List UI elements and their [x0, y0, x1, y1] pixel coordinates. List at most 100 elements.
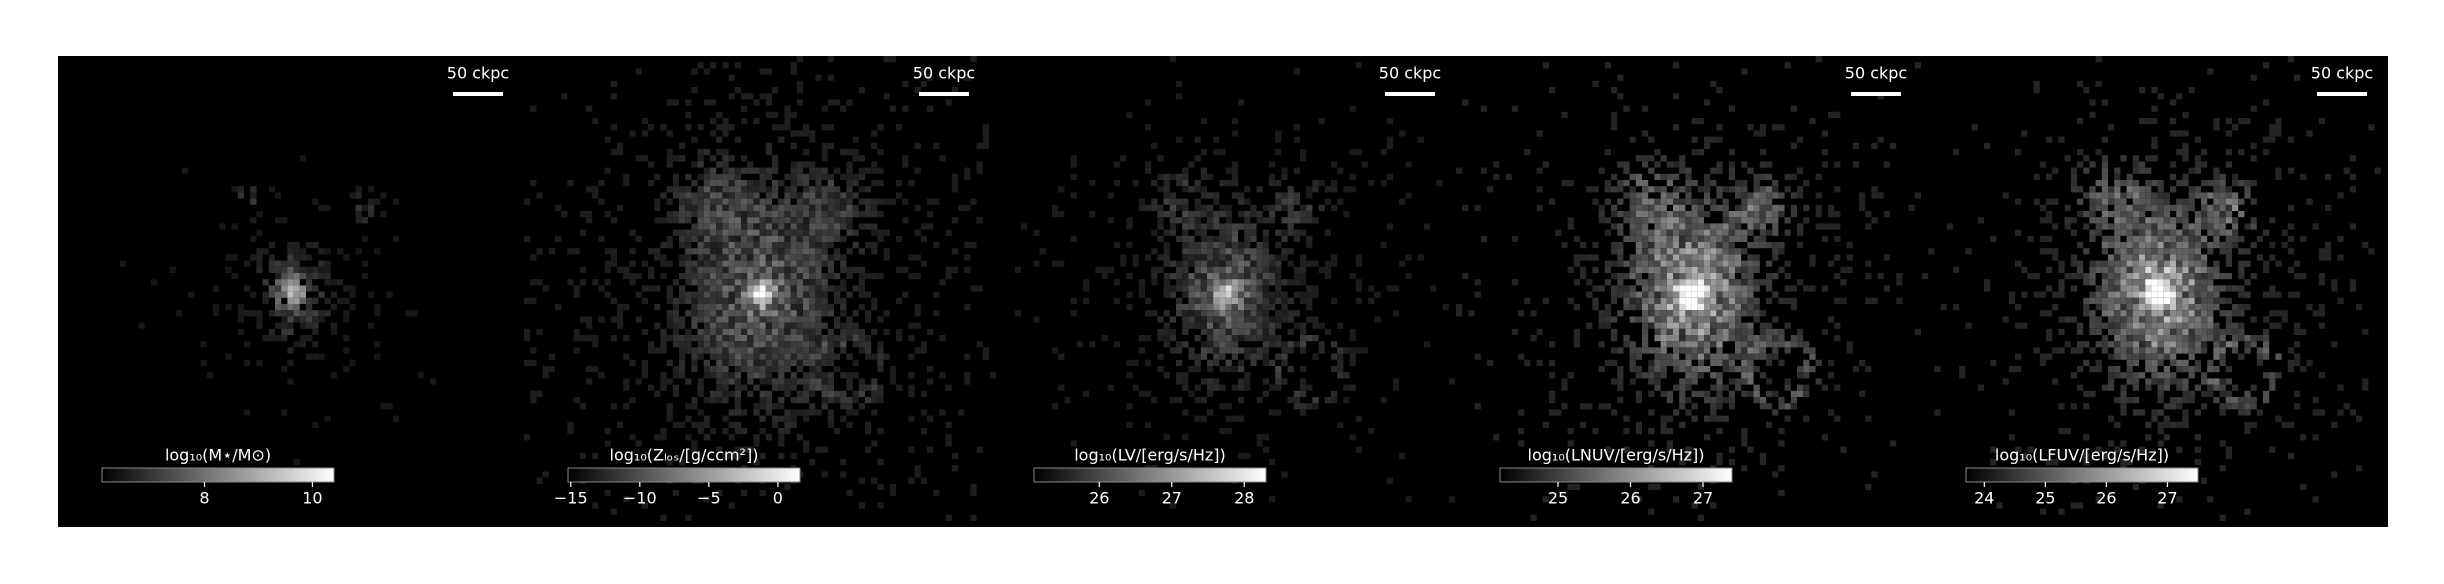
map-pixel — [821, 384, 828, 391]
map-pixel — [343, 335, 350, 342]
map-pixel — [555, 304, 562, 311]
map-pixel — [629, 434, 636, 441]
map-pixel — [703, 291, 710, 298]
map-pixel — [1176, 359, 1183, 366]
map-pixel — [2120, 341, 2127, 348]
map-pixel — [275, 266, 282, 273]
map-pixel — [1244, 223, 1251, 230]
map-pixel — [796, 273, 803, 280]
map-pixel — [710, 130, 717, 137]
map-pixel — [1704, 229, 1711, 236]
map-pixel — [2176, 149, 2183, 156]
map-pixel — [753, 198, 760, 205]
map-pixel — [765, 310, 772, 317]
map-pixel — [722, 266, 729, 273]
map-pixel — [1598, 211, 1605, 218]
map-pixel — [1691, 366, 1698, 373]
map-pixel — [1262, 390, 1269, 397]
map-pixel — [1778, 328, 1785, 335]
map-pixel — [784, 483, 791, 490]
map-pixel — [1772, 242, 1779, 249]
map-pixel — [1716, 347, 1723, 354]
map-pixel — [1679, 403, 1686, 410]
map-pixel — [747, 390, 754, 397]
map-pixel — [2046, 173, 2053, 180]
map-pixel — [945, 421, 952, 428]
map-pixel — [964, 204, 971, 211]
map-pixel — [2213, 285, 2220, 292]
map-pixel — [1213, 335, 1220, 342]
map-pixel — [747, 242, 754, 249]
map-pixel — [2139, 372, 2146, 379]
map-pixel — [809, 372, 816, 379]
map-pixel — [827, 173, 834, 180]
map-pixel — [635, 155, 642, 162]
map-pixel — [759, 347, 766, 354]
map-pixel — [741, 254, 748, 261]
map-pixel — [821, 471, 828, 478]
map-pixel — [679, 421, 686, 428]
map-pixel — [1883, 211, 1890, 218]
map-pixel — [1225, 347, 1232, 354]
map-pixel — [1778, 204, 1785, 211]
map-pixel — [871, 273, 878, 280]
map-pixel — [809, 403, 816, 410]
map-pixel — [1728, 105, 1735, 112]
map-pixel — [796, 223, 803, 230]
map-pixel — [2176, 341, 2183, 348]
map-pixel — [1200, 167, 1207, 174]
map-pixel — [2139, 223, 2146, 230]
map-pixel — [1759, 310, 1766, 317]
map-pixel — [2163, 279, 2170, 286]
map-pixel — [1611, 173, 1618, 180]
map-pixel — [834, 254, 841, 261]
map-pixel — [1735, 335, 1742, 342]
map-pixel — [530, 390, 537, 397]
map-pixel — [1648, 378, 1655, 385]
map-pixel — [1784, 403, 1791, 410]
map-pixel — [1747, 254, 1754, 261]
map-pixel — [2114, 328, 2121, 335]
map-pixel — [685, 111, 692, 118]
map-pixel — [834, 353, 841, 360]
map-pixel — [2188, 291, 2195, 298]
map-pixel — [1759, 335, 1766, 342]
map-pixel — [815, 285, 822, 292]
map-pixel — [324, 415, 331, 422]
map-pixel — [679, 260, 686, 267]
map-pixel — [380, 211, 387, 218]
map-pixel — [1741, 372, 1748, 379]
map-pixel — [2126, 353, 2133, 360]
map-pixel — [641, 285, 648, 292]
map-pixel — [1157, 266, 1164, 273]
map-pixel — [610, 260, 617, 267]
map-pixel — [2157, 273, 2164, 280]
map-pixel — [1238, 198, 1245, 205]
map-pixel — [1213, 149, 1220, 156]
map-pixel — [2263, 341, 2270, 348]
map-pixel — [1324, 266, 1331, 273]
map-pixel — [734, 397, 741, 404]
map-pixel — [728, 211, 735, 218]
map-pixel — [1840, 446, 1847, 453]
map-pixel — [1741, 217, 1748, 224]
map-pixel — [1349, 273, 1356, 280]
map-pixel — [2145, 322, 2152, 329]
map-pixel — [1188, 452, 1195, 459]
map-pixel — [2126, 335, 2133, 342]
map-pixel — [1648, 347, 1655, 354]
map-pixel — [1256, 434, 1263, 441]
map-pixel — [747, 366, 754, 373]
map-pixel — [753, 359, 760, 366]
map-pixel — [827, 223, 834, 230]
map-pixel — [2188, 310, 2195, 317]
map-pixel — [877, 124, 884, 131]
map-pixel — [772, 192, 779, 199]
map-pixel — [1225, 415, 1232, 422]
map-pixel — [1219, 304, 1226, 311]
map-pixel — [1790, 204, 1797, 211]
map-pixel — [803, 384, 810, 391]
map-pixel — [691, 359, 698, 366]
map-pixel — [759, 254, 766, 261]
map-pixel — [1604, 279, 1611, 286]
